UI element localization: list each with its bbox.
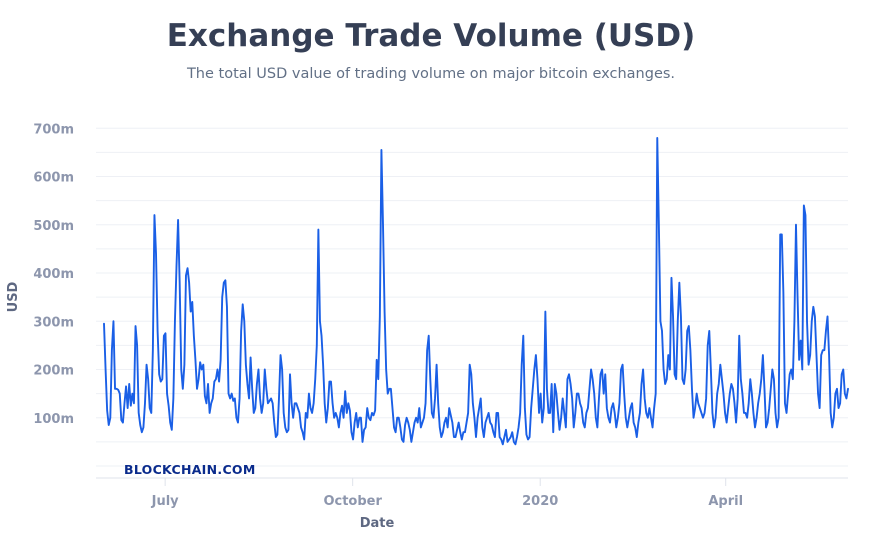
blockchain-logo-text: BLOCKCHAIN.COM <box>124 462 256 477</box>
y-tick-label: 700m <box>33 122 74 137</box>
x-tick-label: October <box>323 494 382 509</box>
x-axis-title: Date <box>360 516 395 531</box>
x-tick-label: 2020 <box>522 494 558 509</box>
y-tick-label: 400m <box>33 267 74 282</box>
y-axis: 100m 200m 300m 400m 500m 600m 700m <box>33 122 74 427</box>
chart-title: Exchange Trade Volume (USD) <box>166 18 696 54</box>
y-tick-label: 600m <box>33 171 74 186</box>
y-tick-label: 100m <box>33 412 74 427</box>
x-tick-label: July <box>151 494 180 509</box>
x-tick-label: April <box>708 494 743 509</box>
x-axis: July October 2020 April <box>151 478 743 509</box>
chart-subtitle: The total USD value of trading volume on… <box>186 66 676 82</box>
grid-lines <box>96 127 848 479</box>
y-tick-label: 500m <box>33 219 74 234</box>
series-line <box>103 136 849 446</box>
y-tick-label: 200m <box>33 364 74 379</box>
y-axis-title: USD <box>6 281 21 312</box>
y-tick-label: 300m <box>33 315 74 330</box>
